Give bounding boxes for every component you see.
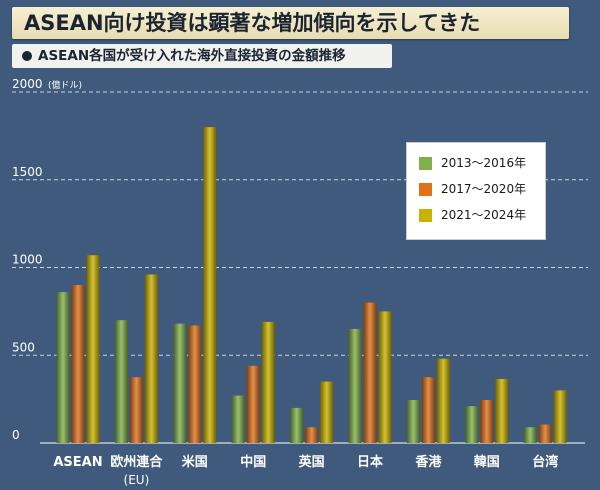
x-tick-label: 英国 [298,454,325,470]
chart-subtitle-text: ASEAN各国が受け入れた海外直接投資の金額推移 [38,48,346,64]
bar-0-6 [406,400,420,443]
y-tick-label: 2000 [12,77,43,91]
bar-1-8 [538,424,552,443]
y-tick-label: 1500 [12,165,43,179]
bar-0-1 [114,320,128,443]
x-tick-label: 台湾 [532,454,558,470]
bar-2-8 [553,390,567,443]
bar-0-5 [348,328,362,443]
bar-2-0 [86,255,100,443]
bar-2-5 [378,311,392,443]
bar-2-4 [320,381,334,443]
legend: 2013〜2016年 2017〜2020年 2021〜2024年 [406,142,546,240]
chart-subtitle: ASEAN各国が受け入れた海外直接投資の金額推移 [22,44,382,68]
y-tick-label: 500 [12,340,35,354]
bar-1-5 [363,302,377,443]
x-tick-label: 韓国 [474,454,500,470]
bar-1-7 [480,400,494,443]
bar-1-3 [246,365,260,443]
x-tick-label: 中国 [240,454,266,470]
y-tick-label: 1000 [12,253,43,267]
bar-0-8 [523,427,537,443]
legend-swatch [419,209,432,222]
x-tick-label: 日本 [357,454,383,470]
bar-0-4 [290,407,304,443]
bar-1-4 [305,427,319,443]
legend-swatch [419,183,432,196]
x-tick-label: 香港 [414,454,442,470]
y-axis-unit-label: (億ドル) [48,79,82,91]
x-tick-sublabel: (EU) [124,473,150,487]
bar-0-0 [56,292,70,443]
x-tick-label: 米国 [182,454,208,470]
bar-1-6 [421,377,435,443]
x-tick-label: ASEAN [53,455,102,470]
bar-2-2 [203,127,217,443]
bar-2-1 [144,274,158,443]
legend-label: 2013〜2016年 [441,156,527,170]
legend-label: 2021〜2024年 [441,208,527,222]
subtitle-banner: ASEAN各国が受け入れた海外直接投資の金額推移 [12,44,392,68]
bar-0-7 [465,406,479,443]
chart-title: ASEAN向け投資は顕著な増加傾向を示してきた [24,11,481,35]
bar-1-0 [71,285,85,443]
legend-label: 2017〜2020年 [441,182,527,196]
bullet-icon [22,51,32,61]
bar-2-7 [495,378,509,443]
x-tick-label: 欧州連合 [110,454,163,470]
bar-0-3 [231,395,245,443]
bar-2-3 [261,321,275,443]
bar-0-2 [173,323,187,443]
bar-2-6 [436,358,450,443]
bar-1-1 [129,377,143,443]
legend-swatch [419,157,432,170]
y-tick-label: 0 [12,428,20,442]
title-banner: ASEAN向け投資は顕著な増加傾向を示してきた [12,7,569,39]
bar-1-2 [188,325,202,443]
